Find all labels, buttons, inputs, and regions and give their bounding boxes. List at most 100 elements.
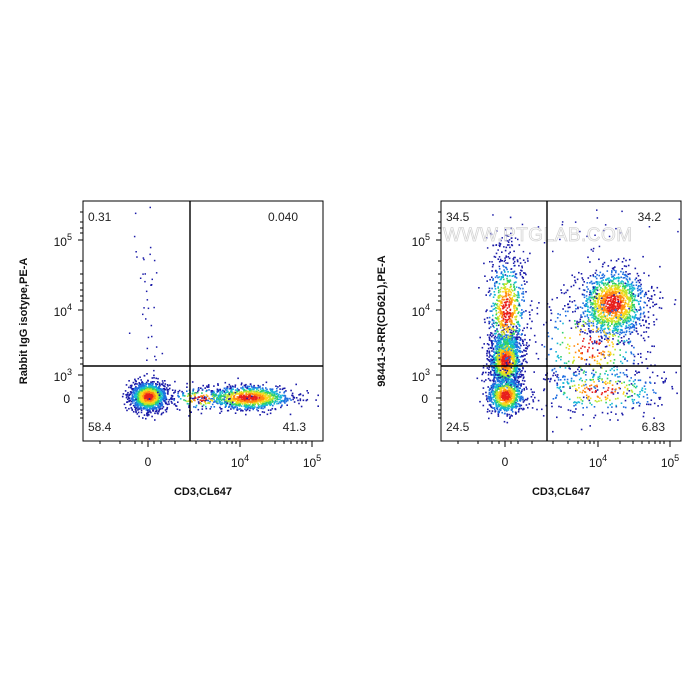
event-dot xyxy=(136,413,139,415)
event-dot xyxy=(495,324,498,327)
event-dot xyxy=(200,387,202,389)
event-dot xyxy=(503,390,505,393)
event-dot xyxy=(531,320,533,323)
event-dot xyxy=(237,377,239,380)
event-dot xyxy=(274,394,276,397)
event-dot xyxy=(517,333,520,335)
event-dot xyxy=(508,327,511,329)
event-dot xyxy=(491,344,493,347)
event-dot xyxy=(509,296,511,299)
event-dot xyxy=(509,356,512,358)
event-dot xyxy=(162,406,165,408)
event-dot xyxy=(161,390,164,393)
event-dot xyxy=(501,345,503,347)
event-dot xyxy=(489,326,492,328)
event-dot xyxy=(143,307,145,309)
event-dot xyxy=(166,388,168,391)
event-dot xyxy=(158,386,160,389)
event-dot xyxy=(201,397,203,399)
event-dot xyxy=(499,390,501,393)
event-dot xyxy=(217,384,219,386)
event-dot xyxy=(300,405,303,408)
event-dot xyxy=(194,392,197,395)
event-dot xyxy=(158,389,161,391)
event-dot xyxy=(279,402,282,404)
event-dot xyxy=(273,392,276,395)
event-dot xyxy=(515,354,518,357)
event-dot xyxy=(499,353,502,356)
event-dot xyxy=(199,401,202,404)
event-dot xyxy=(499,320,501,323)
event-dot xyxy=(190,411,192,413)
event-dot xyxy=(253,386,255,389)
event-dot xyxy=(236,408,238,410)
event-dot xyxy=(516,336,519,338)
event-dot xyxy=(518,244,521,246)
event-dot xyxy=(157,405,159,407)
event-dot xyxy=(499,385,502,387)
event-dot xyxy=(486,343,489,345)
event-dot xyxy=(517,346,520,349)
event-dot xyxy=(521,379,524,382)
event-dot xyxy=(502,330,505,333)
event-dot xyxy=(282,387,285,390)
event-dot xyxy=(143,401,146,403)
event-dot xyxy=(514,294,516,296)
event-dot xyxy=(488,337,491,340)
event-dot xyxy=(202,394,205,397)
event-dot xyxy=(155,394,158,397)
event-dot xyxy=(137,397,140,400)
event-dot xyxy=(495,252,498,255)
event-dot xyxy=(230,387,232,390)
event-dot xyxy=(272,400,274,403)
event-dot xyxy=(492,325,494,327)
event-dot xyxy=(493,255,496,258)
event-dot xyxy=(494,374,496,377)
event-dot xyxy=(516,362,519,365)
event-dot xyxy=(503,323,505,326)
event-dot xyxy=(153,306,155,309)
event-dot xyxy=(267,396,269,398)
event-dot xyxy=(154,392,157,395)
event-dot xyxy=(142,395,145,398)
event-dot xyxy=(505,266,507,269)
event-dot xyxy=(500,286,503,289)
event-dot xyxy=(237,401,239,404)
event-dot xyxy=(271,391,274,393)
x-axis-label: CD3,CL647 xyxy=(174,486,232,498)
event-dot xyxy=(513,304,515,306)
event-dot xyxy=(217,398,220,400)
event-dot xyxy=(232,386,235,388)
event-dot xyxy=(510,349,513,352)
event-dot xyxy=(125,396,128,399)
event-dot xyxy=(265,396,268,399)
event-dot xyxy=(523,272,525,274)
event-dot xyxy=(519,350,521,353)
event-dot xyxy=(500,277,503,279)
event-dot xyxy=(515,336,517,339)
event-dot xyxy=(213,397,215,399)
event-dot xyxy=(534,341,537,343)
event-dot xyxy=(507,345,509,347)
event-dot xyxy=(268,399,270,402)
event-dot xyxy=(136,393,139,395)
event-dot xyxy=(257,398,259,401)
event-dot xyxy=(152,408,154,411)
event-dot xyxy=(513,289,516,291)
event-dot xyxy=(159,402,161,405)
event-dot xyxy=(140,396,143,399)
event-dot xyxy=(490,387,493,389)
event-dot xyxy=(516,405,519,408)
event-dot xyxy=(155,410,158,412)
event-dot xyxy=(158,382,161,385)
event-dot xyxy=(513,270,516,273)
event-dot xyxy=(149,383,151,385)
event-dot xyxy=(227,395,230,397)
event-dot xyxy=(510,358,513,360)
event-dot xyxy=(514,309,517,312)
event-dot xyxy=(236,390,239,393)
event-dot xyxy=(516,334,518,336)
event-dot xyxy=(163,388,165,390)
event-dot xyxy=(498,308,500,310)
event-dot xyxy=(511,320,513,323)
